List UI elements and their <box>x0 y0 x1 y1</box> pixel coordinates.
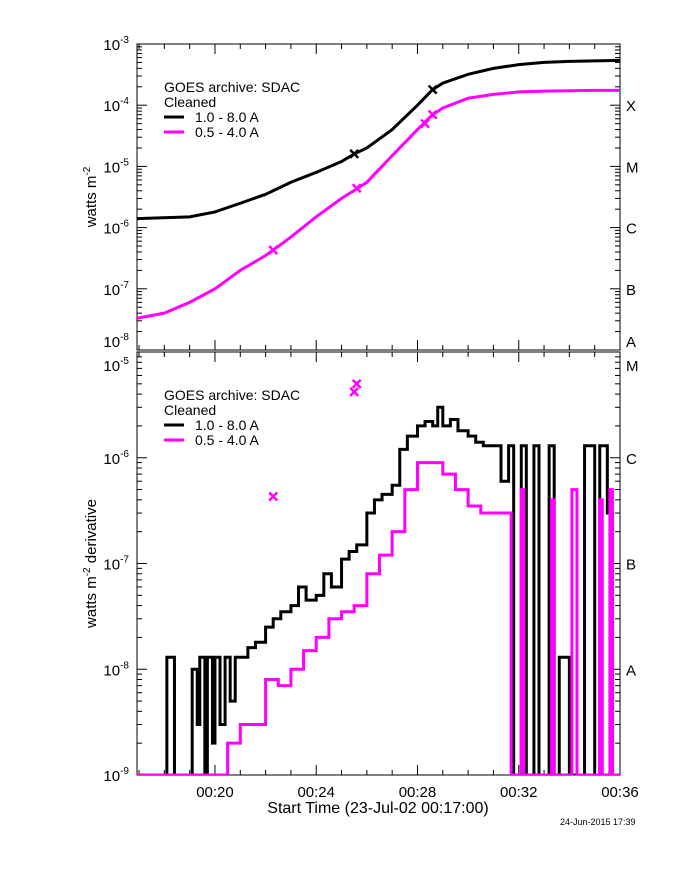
data-marker-x <box>351 378 362 389</box>
x-tick-label: 00:20 <box>196 784 234 801</box>
y-tick-label: 10-8 <box>103 332 129 351</box>
right-class-label: B <box>626 282 636 299</box>
legend-entry: 1.0 - 8.0 A <box>195 109 259 125</box>
data-marker-x <box>351 183 362 194</box>
legend-title: GOES archive: SDAC <box>164 79 300 95</box>
right-class-label: C <box>626 221 637 238</box>
right-class-label: M <box>626 358 639 375</box>
legend-title: GOES archive: SDAC <box>164 387 300 403</box>
x-axis-label: Start Time (23-Jul-02 00:17:00) <box>267 800 488 817</box>
data-marker-x <box>349 386 360 397</box>
right-class-label: A <box>626 662 636 679</box>
x-tick-label: 00:24 <box>297 784 335 801</box>
series-line-0-5-4-0- <box>137 461 620 775</box>
data-marker-x <box>427 84 438 95</box>
series-line-1-0-8-0- <box>137 58 620 221</box>
legend-entry: 1.0 - 8.0 A <box>195 417 259 433</box>
right-class-label: X <box>626 98 636 115</box>
y-axis-label: watts m-2 derivative <box>82 499 100 629</box>
legend-subtitle: Cleaned <box>164 402 216 418</box>
x-tick-label: 00:32 <box>500 784 538 801</box>
y-tick-label: 10-4 <box>103 96 129 115</box>
x-tick-label: 00:36 <box>601 784 639 801</box>
y-tick-label: 10-8 <box>103 660 129 679</box>
x-tick-label: 00:28 <box>399 784 437 801</box>
y-tick-label: 10-7 <box>103 280 129 299</box>
y-tick-label: 10-9 <box>103 766 129 785</box>
data-marker-x <box>420 118 430 129</box>
series-line-1-0-8-0- <box>137 405 620 775</box>
right-class-label: A <box>626 334 636 351</box>
right-class-label: M <box>626 159 639 176</box>
y-tick-label: 10-5 <box>103 356 129 375</box>
y-tick-label: 10-6 <box>103 219 129 238</box>
y-tick-label: 10-7 <box>103 555 129 574</box>
legend-subtitle: Cleaned <box>164 94 216 110</box>
y-tick-label: 10-6 <box>103 449 129 468</box>
data-marker-x <box>268 245 279 255</box>
legend-entry: 0.5 - 4.0 A <box>195 124 259 140</box>
right-class-label: C <box>626 451 637 468</box>
data-marker-x <box>427 109 438 120</box>
data-marker-x <box>268 491 279 502</box>
y-tick-label: 10-5 <box>103 157 129 176</box>
plot-frame <box>136 43 621 351</box>
y-axis-label: watts m-2 <box>82 166 100 228</box>
legend-entry: 0.5 - 4.0 A <box>195 432 259 448</box>
y-tick-label: 10-3 <box>103 35 129 54</box>
right-class-label: B <box>626 557 636 574</box>
timestamp: 24-Jun-2015 17:39 <box>560 817 636 827</box>
series-line-0-5-4-0- <box>137 88 620 320</box>
data-marker-x <box>349 149 360 159</box>
